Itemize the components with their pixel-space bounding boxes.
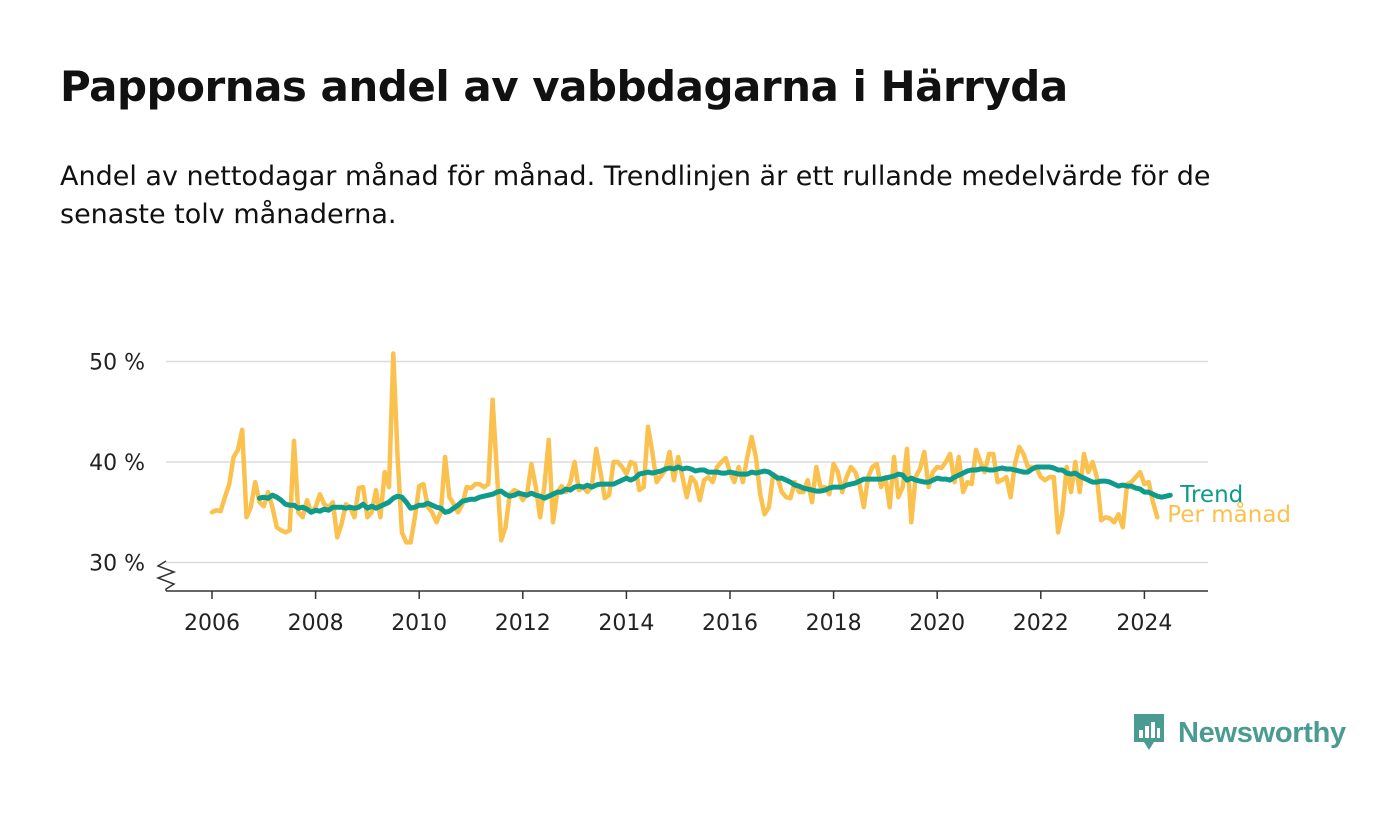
series-line-0	[209, 351, 1160, 545]
x-tick-label: 2016	[702, 611, 758, 636]
gridlines	[166, 360, 1208, 564]
y-axis: 30 % 40 % 50 %	[89, 351, 145, 577]
x-tick-label: 2006	[184, 611, 240, 636]
brand-logo: Newsworthy	[1132, 712, 1346, 754]
series-label-0: Per månad	[1167, 500, 1291, 528]
chart-subtitle: Andel av nettodagar månad för månad. Tre…	[60, 161, 1211, 230]
series-lines	[209, 351, 1173, 545]
newsworthy-bar-chart-icon	[1134, 714, 1164, 750]
x-tick-label: 2010	[391, 611, 447, 636]
x-tick-label: 2018	[806, 611, 862, 636]
x-tick-label: 2012	[495, 611, 551, 636]
series-line-1	[257, 464, 1173, 515]
brand-name: Newsworthy	[1178, 716, 1346, 749]
x-tick-label: 2022	[1013, 611, 1069, 636]
y-tick-label: 30 %	[89, 552, 145, 577]
x-tick-label: 2020	[909, 611, 965, 636]
x-axis: 2006 2008 2010 2012 2014 2016 2018 2020 2022 2024	[155, 560, 1208, 636]
chart-title: Pappornas andel av vabbdagarna i Härryda	[60, 62, 1068, 111]
axis-break	[155, 560, 177, 591]
x-tick-label: 2008	[288, 611, 344, 636]
x-tick-label: 2024	[1116, 611, 1172, 636]
series-label-1: Trend	[1179, 482, 1243, 508]
x-tick-label: 2014	[598, 611, 654, 636]
y-tick-label: 40 %	[89, 451, 145, 476]
y-tick-label: 50 %	[89, 351, 145, 376]
